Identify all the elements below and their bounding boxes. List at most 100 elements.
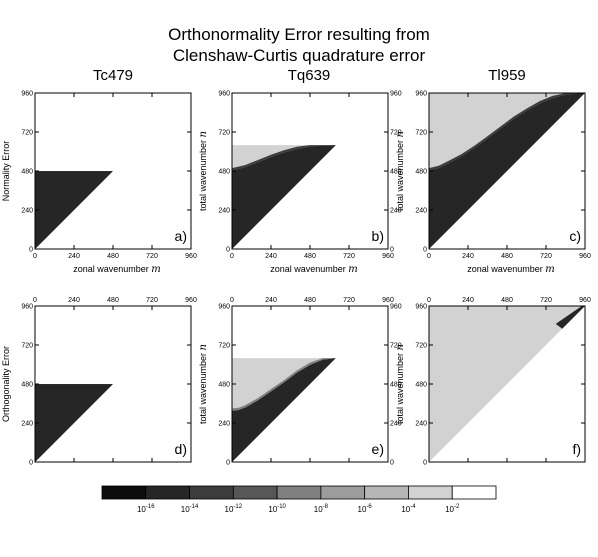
y-tick-label: 0	[226, 247, 230, 254]
region-lower	[35, 171, 113, 249]
colorbar-label: 10-14	[181, 504, 199, 514]
colorbar-swatch	[145, 485, 190, 500]
x-tick-label-top: 960	[185, 297, 197, 304]
x-axis-symbol: m	[151, 264, 160, 275]
y-tick-label: 720	[415, 343, 427, 350]
y-tick-label: 240	[218, 421, 230, 428]
x-tick-label-top: 720	[540, 297, 552, 304]
x-tick-label-top: 960	[579, 297, 591, 304]
y-tick-label: 240	[415, 421, 427, 428]
y-axis-label: total wavenumber n	[198, 131, 209, 211]
y-axis-label: total wavenumber n	[198, 344, 209, 424]
x-tick-label: 240	[68, 253, 80, 260]
x-tick-label: 0	[427, 253, 431, 260]
x-tick-label: 240	[265, 253, 277, 260]
panel-label: e)	[372, 441, 384, 457]
colorbar-swatch	[364, 485, 409, 500]
colorbar-swatch	[189, 485, 234, 500]
y-tick-label: 0	[29, 247, 33, 254]
colorbar-label-exponent: -10	[277, 504, 286, 510]
x-tick-label: 960	[382, 253, 394, 260]
y-tick-label-right: 0	[390, 460, 394, 467]
y-tick-label-right: 960	[390, 91, 402, 98]
colorbar-swatch	[276, 485, 322, 500]
y-tick-label-right: 720	[390, 130, 402, 137]
colorbar-label-exponent: -14	[190, 504, 199, 510]
y-tick-label: 960	[21, 304, 33, 311]
x-tick-label-top: 0	[230, 297, 234, 304]
panel-a: 00 240 240 480 480 720 720 960 960 a) zonal wavenu…	[1, 91, 197, 276]
panel-label: b)	[372, 228, 384, 244]
x-tick-label-top: 240	[68, 297, 80, 304]
y-tick-label: 960	[218, 91, 230, 98]
y-tick-label-right: 0	[390, 247, 394, 254]
panel-label: c)	[569, 228, 581, 244]
column-title-tc479: Tc479	[93, 67, 133, 84]
y-tick-label: 240	[218, 208, 230, 215]
x-tick-label: 720	[540, 253, 552, 260]
y-axis-symbol: n	[395, 344, 406, 350]
x-tick-label-top: 240	[462, 297, 474, 304]
panel-d: 0 0 240 240 480 480 720 720 960 960 d) Orthogonalit…	[1, 297, 197, 467]
region-lower	[232, 145, 336, 249]
y-tick-label-right: 240	[390, 208, 402, 215]
colorbar-swatch	[320, 485, 366, 500]
y-tick-label: 240	[415, 208, 427, 215]
x-tick-label-top: 960	[382, 297, 394, 304]
y-axis-symbol: n	[198, 344, 209, 350]
region-lower	[232, 358, 336, 462]
y-tick-label-right: 720	[390, 343, 402, 350]
x-tick-label-top: 480	[501, 297, 513, 304]
x-axis-label: zonal wavenumber m	[467, 264, 555, 275]
y-tick-label-right: 480	[390, 382, 402, 389]
y-tick-label: 480	[415, 169, 427, 176]
y-axis-symbol: n	[198, 131, 209, 137]
y-tick-label: 720	[21, 343, 33, 350]
colorbar-label: 10-8	[314, 504, 329, 514]
x-tick-label-top: 480	[107, 297, 119, 304]
x-axis-label: zonal wavenumber m	[270, 264, 358, 275]
x-tick-label: 240	[462, 253, 474, 260]
column-title-tq639: Tq639	[288, 67, 331, 84]
y-tick-label: 720	[218, 343, 230, 350]
colorbar-label: 10-16	[137, 504, 155, 514]
y-tick-label: 720	[21, 130, 33, 137]
y-tick-label: 720	[415, 130, 427, 137]
panel-label: f)	[572, 441, 581, 457]
x-tick-label: 0	[33, 253, 37, 260]
column-title-tl959: Tl959	[488, 67, 526, 84]
figure-title-line2: Clenshaw-Curtis quadrature error	[173, 46, 426, 65]
region-upper	[429, 306, 585, 462]
x-tick-label-top: 0	[427, 297, 431, 304]
y-tick-label: 960	[415, 304, 427, 311]
y-tick-label-right: 480	[390, 169, 402, 176]
x-tick-label-top: 480	[304, 297, 316, 304]
colorbar-label-exponent: -8	[323, 504, 329, 510]
y-tick-label-right: 960	[390, 304, 402, 311]
y-tick-label: 240	[21, 208, 33, 215]
colorbar-label: 10-10	[268, 504, 286, 514]
y-tick-label: 960	[21, 91, 33, 98]
colorbar-label: 10-2	[445, 504, 460, 514]
y-tick-label: 0	[423, 247, 427, 254]
x-tick-label: 720	[343, 253, 355, 260]
y-tick-label: 480	[21, 382, 33, 389]
x-tick-label-top: 720	[343, 297, 355, 304]
panel-c: 00 240 240 480 480 720 720 960 960 c) zonal wavenu…	[395, 91, 591, 276]
colorbar-label-exponent: -4	[410, 504, 416, 510]
panel-label: d)	[175, 441, 187, 457]
y-axis-label: total wavenumber n	[395, 131, 406, 211]
figure-title-line1: Orthonormality Error resulting from	[168, 25, 430, 44]
colorbar-label-exponent: -12	[233, 504, 242, 510]
y-axis-symbol: n	[395, 131, 406, 137]
colorbar: 10-16 10-14 10-12 10-10 10-8 10-6 10-4 10-2	[101, 485, 497, 514]
colorbar-label: 10-12	[225, 504, 243, 514]
colorbar-swatch	[101, 485, 147, 500]
x-tick-label-top: 240	[265, 297, 277, 304]
colorbar-label-exponent: -2	[454, 504, 460, 510]
region-transition	[429, 93, 585, 171]
colorbar-label: 10-4	[401, 504, 416, 514]
